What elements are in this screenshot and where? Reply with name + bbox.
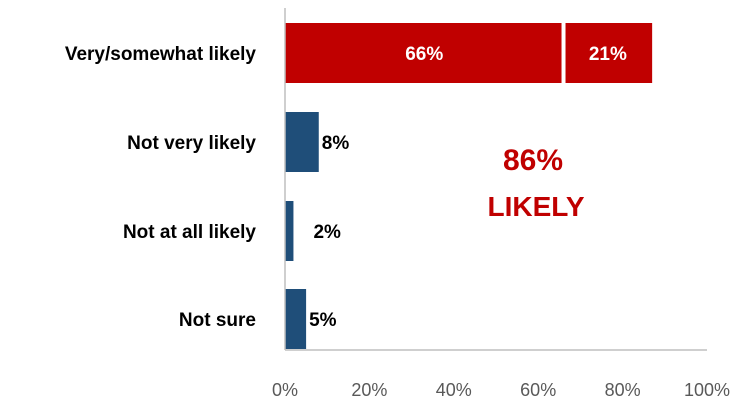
- data-label-not-sure-series-1: 5%: [309, 310, 337, 331]
- category-labels-group: Very/somewhat likely Not very likely Not a…: [65, 44, 257, 331]
- data-label-not-very-likely-series-1: 8%: [322, 133, 350, 154]
- annotation-label: LIKELY: [488, 191, 585, 222]
- bars-group: [285, 23, 653, 349]
- category-label-not-sure: Not sure: [179, 310, 256, 331]
- x-tick-label-60: 60%: [520, 380, 556, 400]
- bar-not-very-likely-series-1: [285, 112, 319, 172]
- x-tick-label-0: 0%: [272, 380, 298, 400]
- x-tick-label-40: 40%: [436, 380, 472, 400]
- bar-very-somewhat-likely-series-1: [285, 23, 564, 83]
- category-label-not-very-likely: Not very likely: [127, 133, 256, 154]
- bar-not-sure-series-1: [285, 289, 307, 349]
- bar-not-at-all-likely-series-1: [285, 201, 294, 261]
- data-label-not-at-all-likely-series-1: 2%: [313, 222, 341, 243]
- data-label-very-somewhat-likely-series-2: 21%: [589, 44, 627, 65]
- data-labels-group: 66% 21% 8% 2% 5%: [309, 44, 627, 331]
- category-label-not-at-all-likely: Not at all likely: [123, 222, 256, 243]
- x-tick-label-80: 80%: [605, 380, 641, 400]
- x-tick-label-100: 100%: [684, 380, 730, 400]
- bar-very-somewhat-likely-series-2: [563, 23, 653, 83]
- x-tick-label-20: 20%: [351, 380, 387, 400]
- axes-group: [284, 8, 707, 351]
- data-label-very-somewhat-likely-series-1: 66%: [405, 44, 443, 65]
- tick-labels-group: 0% 20% 40% 60% 80% 100%: [272, 380, 730, 400]
- category-label-very-somewhat-likely: Very/somewhat likely: [65, 44, 257, 65]
- annotation-value: 86%: [503, 144, 563, 177]
